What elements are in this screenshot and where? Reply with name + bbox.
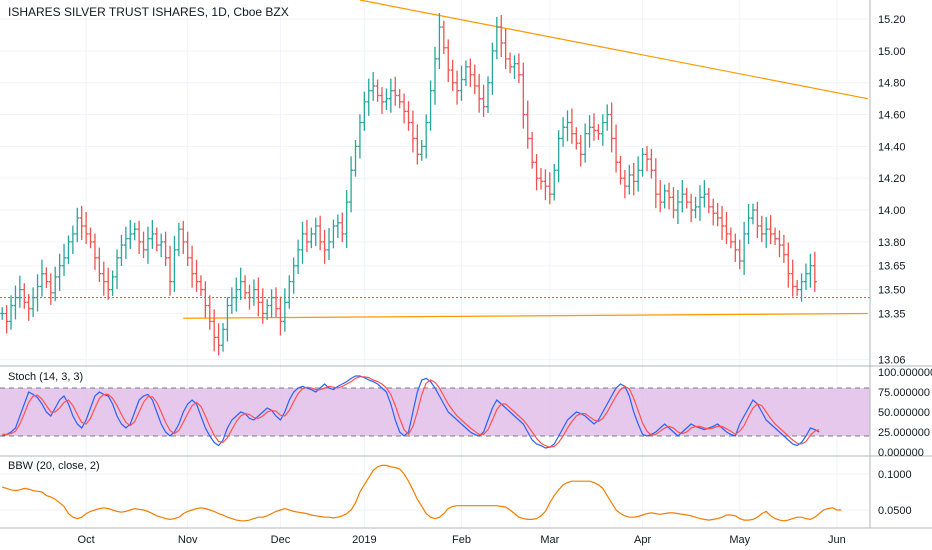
axes: Oct Nov Dec 2019 Feb Mar Apr May Jun 15.20 15.00 14… xyxy=(78,14,932,546)
stoch-tick-label: 100.000000 xyxy=(878,367,932,379)
x-tick-label: Nov xyxy=(178,534,198,546)
price-tick-label: 15.00 xyxy=(878,46,906,58)
price-tick-label: 15.20 xyxy=(878,14,906,26)
bbw-tick-label: 0.1000 xyxy=(878,469,912,481)
x-tick-label: Dec xyxy=(271,534,291,546)
bbw-tick-label: 0.0500 xyxy=(878,505,912,517)
price-tick-label: 14.40 xyxy=(878,141,906,153)
bbw-line xyxy=(2,464,842,522)
indicator-lines xyxy=(1,375,842,522)
stoch-band xyxy=(0,388,870,436)
chart-title: ISHARES SILVER TRUST ISHARES, 1D, Cboe B… xyxy=(8,5,289,19)
x-tick-label: Apr xyxy=(634,534,651,546)
stoch-k-line xyxy=(1,375,820,449)
stoch-bands xyxy=(0,387,870,437)
x-tick-label: Jun xyxy=(828,534,846,546)
stoch-tick-label: 50.000000 xyxy=(878,407,930,419)
price-tick-label: 14.20 xyxy=(878,173,906,185)
stoch-tick-label: 25.000000 xyxy=(878,427,930,439)
stoch-label: Stoch (14, 3, 3) xyxy=(8,371,84,383)
x-tick-label: Mar xyxy=(540,534,559,546)
x-tick-label: 2019 xyxy=(352,534,376,546)
price-tick-label: 14.80 xyxy=(878,78,906,90)
grid xyxy=(0,0,870,528)
trendline xyxy=(359,0,868,100)
x-tick-label: May xyxy=(729,534,750,546)
x-tick-label: Feb xyxy=(452,534,471,546)
trendline xyxy=(183,312,868,319)
stoch-tick-label: 0.000000 xyxy=(878,447,924,459)
price-tick-label: 13.50 xyxy=(878,285,906,297)
price-tick-label: 13.35 xyxy=(878,308,906,320)
price-tick-label: 13.06 xyxy=(878,355,906,367)
stoch-tick-label: 75.000000 xyxy=(878,387,930,399)
bbw-label: BBW (20, close, 2) xyxy=(8,460,100,472)
price-tick-label: 13.65 xyxy=(878,261,906,273)
price-tick-label: 13.80 xyxy=(878,237,906,249)
trendlines xyxy=(0,0,870,319)
price-tick-label: 14.60 xyxy=(878,110,906,122)
x-tick-label: Oct xyxy=(78,534,95,546)
ohlc-bars xyxy=(0,13,817,356)
pane-frame xyxy=(0,0,932,529)
price-tick-label: 14.00 xyxy=(878,205,906,217)
stoch-d-line xyxy=(2,376,820,448)
